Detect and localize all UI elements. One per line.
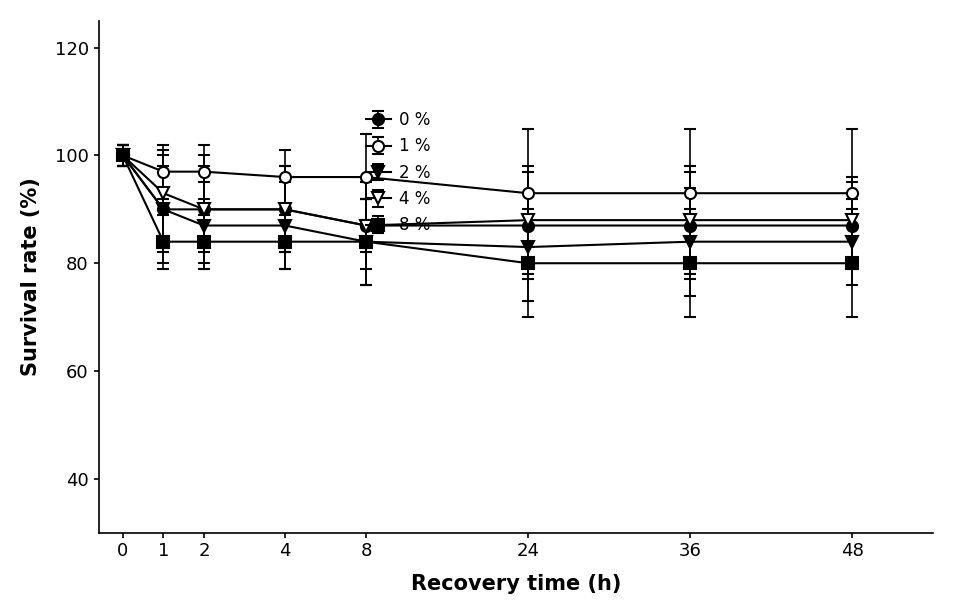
Y-axis label: Survival rate (%): Survival rate (%) [21, 177, 41, 376]
Legend: 0 %, 1 %, 2 %, 4 %, 8 %: 0 %, 1 %, 2 %, 4 %, 8 % [357, 103, 438, 243]
X-axis label: Recovery time (h): Recovery time (h) [410, 574, 620, 594]
